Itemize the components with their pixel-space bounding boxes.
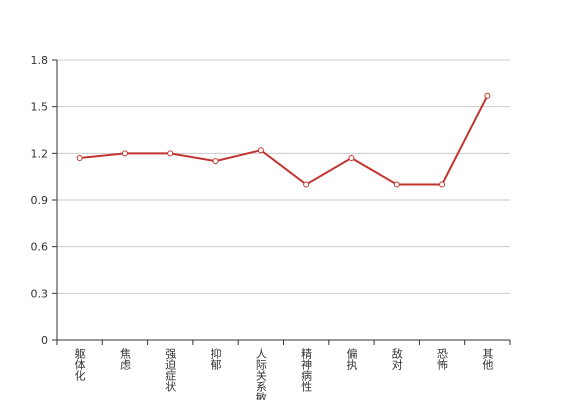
point bbox=[439, 181, 446, 188]
y-tick-label: 0.9 bbox=[31, 194, 49, 207]
x-tick-label: 躯体化 bbox=[73, 348, 86, 382]
point bbox=[484, 92, 491, 99]
point bbox=[303, 181, 310, 188]
point bbox=[167, 150, 174, 157]
y-tick-label: 1.5 bbox=[31, 101, 49, 114]
y-tick-label: 0.3 bbox=[31, 287, 49, 300]
point bbox=[393, 181, 400, 188]
x-tick-label: 强迫症状 bbox=[164, 348, 177, 392]
x-tick-label: 焦虑 bbox=[118, 348, 131, 370]
y-tick-label: 0 bbox=[41, 334, 48, 347]
line bbox=[79, 95, 489, 186]
point bbox=[348, 155, 355, 161]
point bbox=[257, 147, 264, 154]
x-tick-label: 精神病性 bbox=[300, 348, 313, 393]
y-tick-label: 1.8 bbox=[31, 54, 49, 67]
point bbox=[121, 150, 128, 157]
point bbox=[76, 155, 83, 161]
y-tick-label: 1.2 bbox=[31, 147, 49, 160]
x-tick-label: 抑郁 bbox=[209, 347, 222, 370]
y-tick-label: 0.6 bbox=[31, 241, 49, 254]
x-tick-label: 其他 bbox=[481, 348, 494, 370]
x-tick-label: 人际关系敏感 bbox=[254, 348, 267, 400]
x-tick-label: 偏执 bbox=[345, 347, 358, 371]
point bbox=[212, 158, 219, 165]
x-tick-label: 敌对 bbox=[390, 347, 403, 370]
x-tick-label: 恐怖 bbox=[436, 348, 449, 370]
